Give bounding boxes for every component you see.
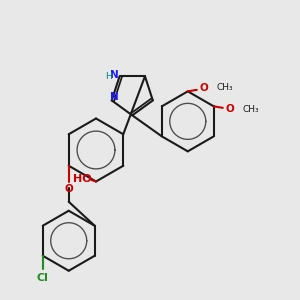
- Text: N: N: [110, 70, 118, 80]
- Text: CH₃: CH₃: [242, 105, 259, 114]
- Text: O: O: [200, 83, 209, 93]
- Text: O: O: [64, 184, 73, 194]
- Text: O: O: [226, 104, 235, 114]
- Text: HO: HO: [73, 173, 92, 184]
- Text: H: H: [105, 72, 112, 81]
- Text: Cl: Cl: [37, 273, 49, 283]
- Text: CH₃: CH₃: [216, 83, 233, 92]
- Text: N: N: [110, 92, 119, 102]
